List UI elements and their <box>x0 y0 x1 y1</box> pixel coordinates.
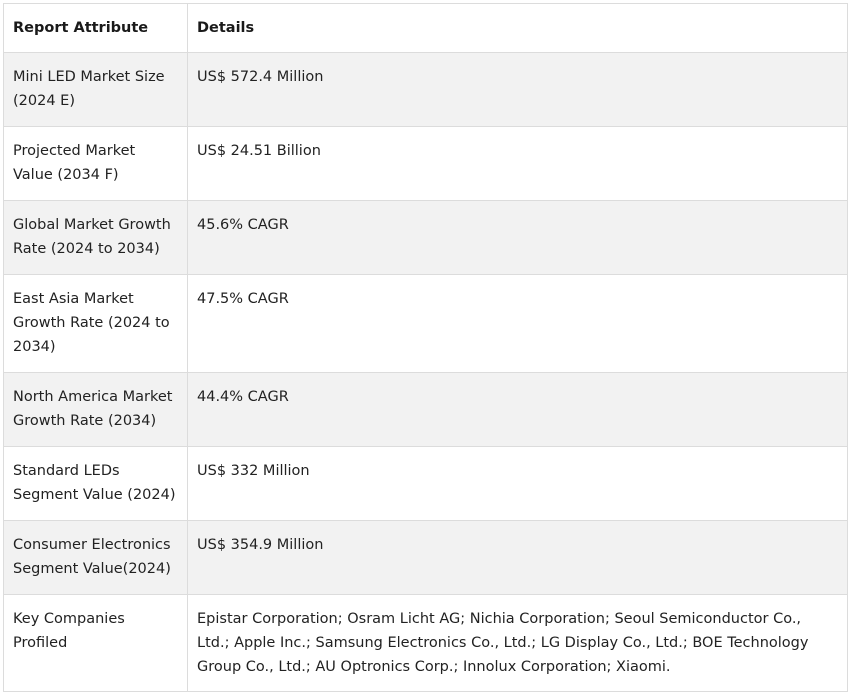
table-row: Global Market Growth Rate (2024 to 2034)… <box>3 200 848 275</box>
attribute-cell: Global Market Growth Rate (2024 to 2034) <box>3 200 188 275</box>
attribute-cell: Mini LED Market Size (2024 E) <box>3 52 188 127</box>
details-cell: Epistar Corporation; Osram Licht AG; Nic… <box>187 594 848 692</box>
header-report-attribute: Report Attribute <box>3 3 188 53</box>
attribute-cell: East Asia Market Growth Rate (2024 to 20… <box>3 274 188 373</box>
details-cell: 45.6% CAGR <box>187 200 848 275</box>
table-row: North America Market Growth Rate (2034) … <box>3 372 848 447</box>
attribute-cell: Projected Market Value (2034 F) <box>3 126 188 201</box>
table-row: Standard LEDs Segment Value (2024) US$ 3… <box>3 446 848 521</box>
table-header-row: Report Attribute Details <box>3 3 848 53</box>
details-cell: US$ 354.9 Million <box>187 520 848 595</box>
attribute-cell: Key Companies Profiled <box>3 594 188 692</box>
report-attributes-table: Report Attribute Details Mini LED Market… <box>3 3 848 692</box>
attribute-cell: Consumer Electronics Segment Value(2024) <box>3 520 188 595</box>
table-row: Mini LED Market Size (2024 E) US$ 572.4 … <box>3 52 848 127</box>
details-cell: US$ 24.51 Billion <box>187 126 848 201</box>
table-row: East Asia Market Growth Rate (2024 to 20… <box>3 274 848 373</box>
attribute-cell: North America Market Growth Rate (2034) <box>3 372 188 447</box>
details-cell: US$ 572.4 Million <box>187 52 848 127</box>
table-row: Key Companies Profiled Epistar Corporati… <box>3 594 848 692</box>
attribute-cell: Standard LEDs Segment Value (2024) <box>3 446 188 521</box>
details-cell: 47.5% CAGR <box>187 274 848 373</box>
table-row: Projected Market Value (2034 F) US$ 24.5… <box>3 126 848 201</box>
details-cell: 44.4% CAGR <box>187 372 848 447</box>
table-row: Consumer Electronics Segment Value(2024)… <box>3 520 848 595</box>
header-details: Details <box>187 3 848 53</box>
details-cell: US$ 332 Million <box>187 446 848 521</box>
